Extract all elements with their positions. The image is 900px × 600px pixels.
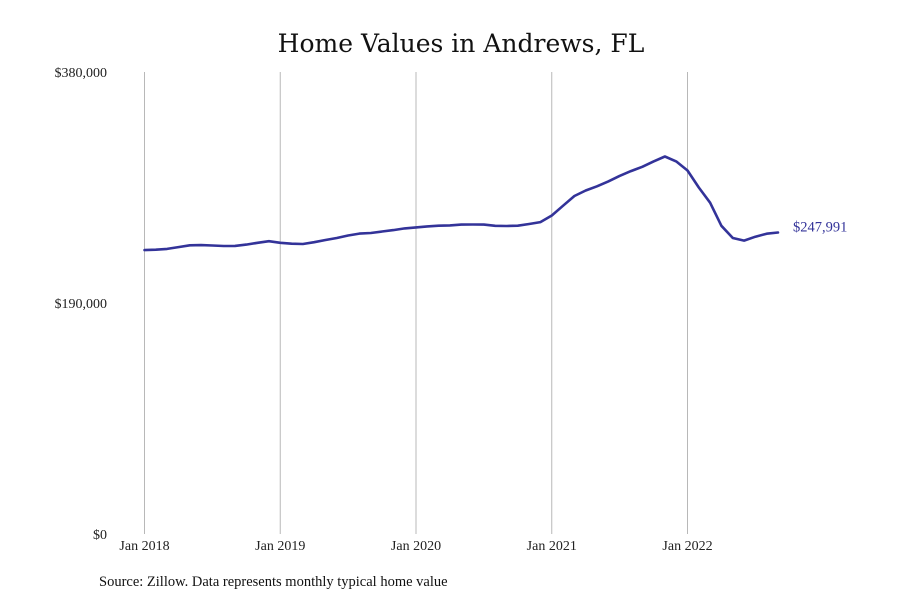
x-tick-label-2: Jan 2020 — [391, 539, 441, 554]
y-tick-label-1: $190,000 — [55, 297, 108, 312]
x-tick-label-0: Jan 2018 — [119, 539, 169, 554]
gridlines — [144, 72, 688, 534]
end-value-label: $247,991 — [793, 219, 847, 235]
y-axis-ticks: $0 $190,000 $380,000 — [55, 66, 108, 543]
y-tick-label-2: $380,000 — [55, 66, 108, 81]
x-tick-label-1: Jan 2019 — [255, 539, 305, 554]
chart-title: Home Values in Andrews, FL — [278, 29, 645, 58]
source-note: Source: Zillow. Data represents monthly … — [99, 574, 448, 590]
series-line-0 — [143, 155, 780, 252]
x-tick-label-3: Jan 2021 — [527, 539, 577, 554]
x-axis-ticks: Jan 2018 Jan 2019 Jan 2020 Jan 2021 Jan 2022 — [119, 539, 712, 554]
series-layer — [143, 155, 780, 252]
y-tick-label-0: $0 — [93, 528, 107, 543]
x-tick-label-4: Jan 2022 — [662, 539, 712, 554]
